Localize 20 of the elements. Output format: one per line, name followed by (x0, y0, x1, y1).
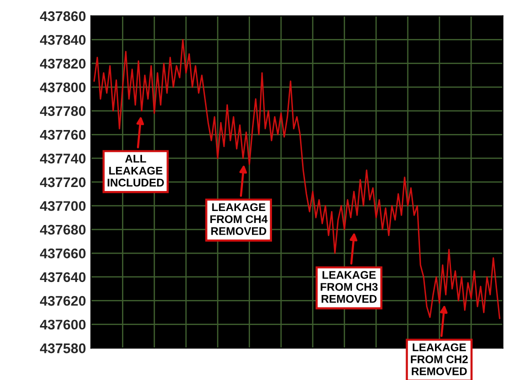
y-tick-label: 437580 (40, 343, 86, 354)
annotation: LEAKAGE FROM CH2 REMOVED (410, 343, 468, 376)
annotation: LEAKAGE FROM CH4 REMOVED (210, 203, 268, 236)
y-tick-label: 437780 (40, 106, 86, 116)
annotation: LEAKAGE FROM CH3 REMOVED (320, 270, 378, 303)
y-tick-label: 437800 (40, 82, 86, 92)
y-tick-label: 437600 (40, 320, 86, 330)
y-tick-label: 437840 (40, 35, 86, 45)
y-tick-label: 437620 (40, 296, 86, 306)
y-tick-label: 437660 (40, 248, 86, 258)
y-tick-label: 437700 (40, 201, 86, 211)
y-tick-label: 437640 (40, 272, 86, 282)
annotation: ALL LEAKAGE INCLUDED (108, 154, 164, 187)
y-tick-label: 437820 (40, 58, 86, 69)
y-tick-label: 437720 (40, 177, 86, 188)
y-tick-label: 437760 (40, 130, 86, 140)
y-tick-label: 437740 (40, 154, 86, 164)
y-tick-label: 437860 (40, 11, 86, 22)
y-tick-label: 437680 (40, 224, 86, 235)
line-series (93, 38, 500, 320)
